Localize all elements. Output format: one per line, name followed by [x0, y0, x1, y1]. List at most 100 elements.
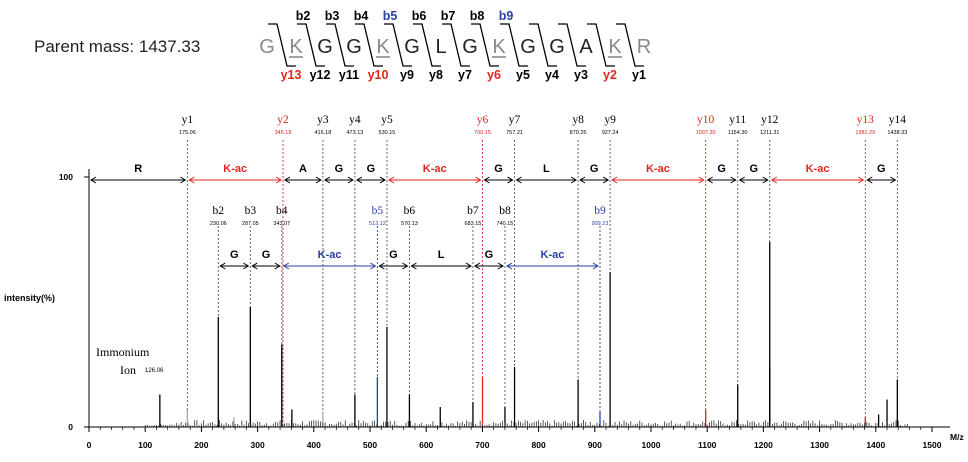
- x-tick-label: 100: [138, 440, 152, 450]
- x-tick-label: 1500: [923, 440, 942, 450]
- y-ion-label: y6: [487, 68, 501, 82]
- residue-k: K: [376, 36, 390, 58]
- gap-arrow-right-head: [602, 176, 610, 184]
- y-ion-label: y12: [310, 68, 331, 82]
- y-ion-label: y11: [339, 68, 359, 82]
- b-ion-label: b7: [441, 9, 456, 23]
- residue-a: A: [579, 36, 593, 58]
- gap-arrow-left-head: [738, 176, 745, 184]
- cleavage-bracket: [471, 23, 499, 67]
- y-ion-peak-label: y5: [381, 114, 393, 126]
- x-tick-label: 500: [363, 440, 377, 450]
- gap-arrow-left-head: [284, 176, 291, 184]
- gap-arrow-left-head: [483, 176, 490, 184]
- y-ion-peak-label: y12: [761, 114, 779, 126]
- gap-residue-label: R: [134, 163, 142, 175]
- b-ion-mz-label: 740.15: [497, 221, 514, 227]
- gap-residue-label: G: [335, 163, 344, 175]
- y-ion-peak-label: y7: [509, 114, 521, 126]
- cleavage-bracket: [558, 23, 586, 67]
- gap-arrow-left-head: [378, 262, 385, 270]
- y-ion-mz-label: 1097.30: [696, 130, 716, 136]
- y-ion-peak-label: y1: [182, 114, 194, 126]
- gap-arrow-left-head: [355, 176, 363, 184]
- gap-arrow-right-head: [570, 176, 578, 184]
- gap-arrow-right-head: [592, 262, 599, 270]
- y-ion-peak-label: y2: [277, 114, 289, 126]
- gap-residue-label: K-ac: [541, 249, 565, 261]
- gap-arrow-right-head: [370, 262, 377, 270]
- residue-g: G: [259, 36, 275, 58]
- gap-arrow-left-head: [611, 176, 618, 184]
- x-tick-label: 900: [588, 440, 602, 450]
- x-tick-label: 0: [87, 440, 92, 450]
- y-ion-mz-label: 1438.33: [887, 130, 907, 136]
- ion-guide-lines: [186, 140, 898, 427]
- gap-residue-label: K-ac: [423, 163, 447, 175]
- gap-residue-label: G: [749, 163, 758, 175]
- gap-arrow-left-head: [579, 176, 586, 184]
- y-ion-mz-label: 473.13: [346, 130, 363, 136]
- x-tick-label: 1100: [698, 440, 717, 450]
- gap-residue-label: A: [299, 163, 307, 175]
- b-ion-peak-label: b9: [594, 205, 606, 217]
- b-ion-label: b6: [412, 9, 427, 23]
- y-ion-peak-label: y8: [572, 114, 584, 126]
- b-ion-peak-label: b4: [276, 205, 288, 217]
- y-ion-mz-label: 1381.29: [855, 130, 875, 136]
- x-tick-label: 700: [475, 440, 489, 450]
- y-ion-mz-label: 345.18: [275, 130, 292, 136]
- gap-arrow-right-head: [762, 176, 769, 184]
- gap-residue-label: G: [485, 249, 494, 261]
- gap-arrow-right-head: [379, 176, 386, 184]
- gap-residue-label: G: [367, 163, 376, 175]
- gap-arrow-right-head: [890, 176, 897, 184]
- x-tick-label: 400: [307, 440, 321, 450]
- residue-k: K: [289, 36, 303, 58]
- b-ion-mz-label: 230.06: [210, 221, 227, 227]
- residue-g: G: [549, 36, 565, 58]
- residue-g: G: [520, 36, 536, 58]
- residue-k: K: [608, 36, 622, 58]
- y-ion-mz-label: 175.06: [179, 130, 196, 136]
- gap-arrow-left-head: [706, 176, 713, 184]
- gap-residue-label: L: [438, 249, 445, 261]
- y-ion-peak-label: y10: [697, 114, 715, 126]
- b-ion-gap-annotations: G G K-ac G L G K-ac: [219, 249, 599, 270]
- chart-axes: 0 100 200 300 400 500 600 700 800 900 1000 1100 1200…: [4, 169, 964, 450]
- y-ion-mz-label: 530.15: [379, 130, 396, 136]
- gap-residue-label: G: [262, 249, 271, 261]
- y-ion-label: y7: [458, 68, 472, 82]
- gap-arrow-left-head: [188, 176, 195, 184]
- y-ion-label: y2: [603, 68, 617, 82]
- y-ion-label: y9: [400, 68, 414, 82]
- cleavage-bracket: [442, 23, 470, 67]
- y-ion-peak-label: y11: [729, 114, 746, 126]
- x-axis-label: M/z: [950, 432, 964, 442]
- b-ion-peak-label: b6: [404, 205, 416, 217]
- gap-arrow-right-head: [180, 176, 187, 184]
- x-tick-label: 200: [194, 440, 208, 450]
- gap-arrow-left-head: [505, 262, 513, 270]
- gap-arrow-right-head: [730, 176, 737, 184]
- gap-arrow-right-head: [497, 262, 504, 270]
- gap-arrow-right-head: [858, 176, 865, 184]
- gap-arrow-right-head: [402, 262, 409, 270]
- y-ion-peak-label: y6: [477, 114, 489, 126]
- gap-residue-label: L: [543, 163, 550, 175]
- immonium-mz-label: 126.06: [145, 368, 164, 374]
- gap-arrow-left-head: [387, 176, 395, 184]
- gap-arrow-left-head: [515, 176, 522, 184]
- b-ion-label: b8: [470, 9, 485, 23]
- y-ion-mz-label: 416.18: [314, 130, 331, 136]
- gap-arrow-left-head: [219, 262, 226, 270]
- b-ion-mz-label: 343.07: [273, 221, 290, 227]
- cleavage-bracket: [413, 23, 441, 67]
- y-tick-label: 100: [59, 172, 73, 182]
- gap-residue-label: G: [230, 249, 239, 261]
- gap-arrow-right-head: [465, 262, 472, 270]
- spectrum-peaks: [159, 242, 898, 427]
- residue-k: K: [492, 36, 506, 58]
- gap-residue-label: K-ac: [806, 163, 830, 175]
- y-ion-mz-label: 1154.30: [728, 130, 747, 136]
